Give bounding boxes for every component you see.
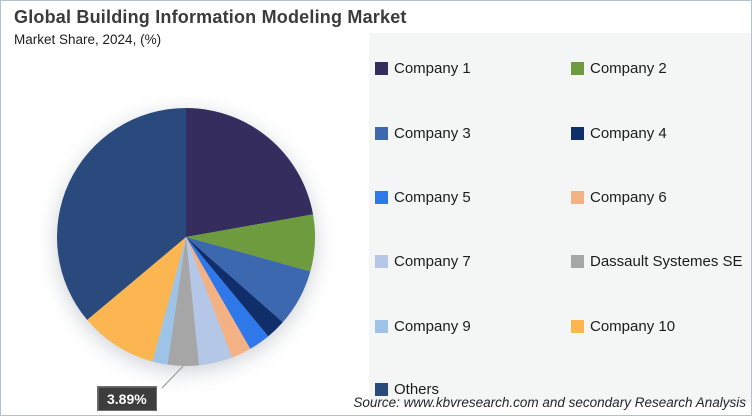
pie-chart — [56, 107, 316, 389]
legend-item-company-7: Company 7 — [375, 247, 471, 275]
legend-label: Company 2 — [590, 59, 667, 77]
legend-swatch-company-7 — [375, 254, 388, 268]
legend-item-company-4: Company 4 — [571, 119, 667, 147]
pie-slice-company-7 — [186, 237, 232, 366]
legend-swatch-company-2 — [571, 61, 584, 75]
legend-label: Company 6 — [590, 188, 667, 206]
data-label-callout: 3.89% — [97, 386, 157, 411]
legend-label: Company 9 — [394, 317, 471, 335]
chart-title: Global Building Information Modeling Mar… — [14, 7, 407, 27]
legend-swatch-company-6 — [571, 190, 584, 204]
pie-slice-company-6 — [186, 237, 251, 358]
pie-slice-company-4 — [186, 237, 283, 337]
legend-label: Company 7 — [394, 252, 471, 270]
callout-leader-line — [161, 365, 184, 389]
legend-item-dassault-systemes-se: Dassault Systemes SE — [571, 247, 743, 275]
legend-panel: Company 1 Company 2 Company 3 Company 4 Comp… — [369, 33, 751, 403]
pie-slice-others — [56, 107, 186, 320]
legend-swatch-company-1 — [375, 61, 388, 75]
legend-label: Company 5 — [394, 188, 471, 206]
pie-slice-company-2 — [186, 214, 316, 272]
legend-label: Others — [394, 380, 440, 398]
pie-slice-company-3 — [186, 237, 311, 323]
pie-slice-company-1 — [186, 108, 314, 237]
legend-item-company-1: Company 1 — [375, 54, 471, 82]
pie-slice-company-5 — [186, 237, 269, 349]
legend-swatch-company-4 — [571, 126, 584, 140]
legend-item-company-10: Company 10 — [571, 312, 675, 340]
legend-label: Company 10 — [590, 317, 676, 335]
legend-swatch-company-3 — [375, 126, 388, 140]
legend-item-company-6: Company 6 — [571, 183, 667, 211]
legend-item-company-3: Company 3 — [375, 119, 471, 147]
chart-subtitle: Market Share, 2024, (%) — [14, 32, 162, 47]
data-label-text: 3.89% — [107, 390, 147, 407]
pie-slice-company-9 — [152, 237, 186, 365]
legend-item-others: Others — [375, 375, 439, 403]
pie-slice-dassault-systemes-se — [167, 237, 199, 367]
source-note: Source: www.kbvresearch.com and secondar… — [353, 395, 746, 410]
legend-swatch-company-10 — [571, 319, 584, 333]
pie-slice-company-10 — [87, 237, 186, 362]
legend-item-company-2: Company 2 — [571, 54, 667, 82]
legend-swatch-dassault-systemes-se — [571, 254, 584, 268]
legend-label: Company 3 — [394, 124, 471, 142]
legend-label: Dassault Systemes SE — [590, 252, 743, 270]
legend-swatch-company-5 — [375, 190, 388, 204]
legend-label: Company 4 — [590, 124, 667, 142]
legend-swatch-company-9 — [375, 319, 388, 333]
legend-item-company-5: Company 5 — [375, 183, 471, 211]
legend-label: Company 1 — [394, 59, 471, 77]
legend-swatch-others — [375, 382, 388, 396]
legend-item-company-9: Company 9 — [375, 312, 471, 340]
